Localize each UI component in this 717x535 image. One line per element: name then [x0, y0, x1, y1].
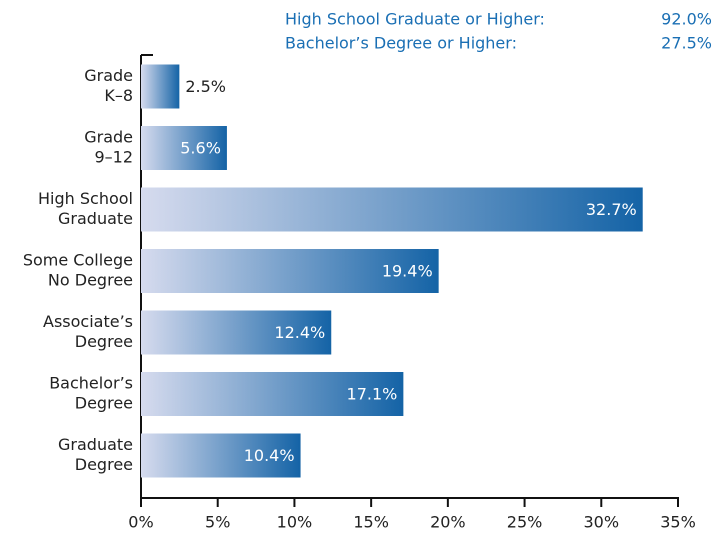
- y-tick-label: Bachelor’s: [49, 374, 133, 393]
- y-tick-label: K–8: [104, 86, 133, 105]
- bar: [141, 433, 301, 478]
- y-tick-label: No Degree: [48, 271, 133, 290]
- bar: [141, 372, 404, 416]
- value-label: 5.6%: [180, 139, 221, 158]
- x-tick-label: 20%: [430, 513, 466, 532]
- y-tick-label: Grade: [84, 128, 133, 147]
- y-tick-label: Degree: [75, 394, 133, 413]
- bar: [141, 64, 180, 109]
- value-label: 12.4%: [274, 323, 325, 342]
- y-tick-label: 9–12: [94, 148, 133, 167]
- x-tick-label: 0%: [128, 513, 153, 532]
- y-tick-label: Graduate: [58, 435, 133, 454]
- y-tick-label: High School: [38, 189, 133, 208]
- bar: [141, 187, 643, 232]
- value-label: 2.5%: [185, 77, 226, 96]
- bar: [141, 249, 439, 293]
- bar: [141, 310, 332, 355]
- x-tick-label: 5%: [205, 513, 230, 532]
- value-label: 32.7%: [586, 200, 637, 219]
- bar: [141, 126, 227, 170]
- annotation: Bachelor’s Degree or Higher:: [285, 34, 517, 53]
- y-tick-label: Graduate: [58, 209, 133, 228]
- annotation-value: 27.5%: [661, 34, 712, 53]
- value-label: 19.4%: [382, 262, 433, 281]
- x-tick-label: 30%: [584, 513, 620, 532]
- value-label: 17.1%: [347, 385, 398, 404]
- y-tick-label: Degree: [75, 332, 133, 351]
- x-tick-label: 15%: [353, 513, 389, 532]
- x-tick-label: 25%: [507, 513, 543, 532]
- x-tick-label: 35%: [660, 513, 696, 532]
- y-tick-label: Grade: [84, 66, 133, 85]
- annotation: High School Graduate or Higher:: [285, 10, 545, 29]
- y-tick-label: Some College: [23, 251, 133, 270]
- annotation-value: 92.0%: [661, 10, 712, 29]
- y-tick-label: Degree: [75, 455, 133, 474]
- value-label: 10.4%: [244, 446, 295, 465]
- x-tick-label: 10%: [277, 513, 313, 532]
- y-tick-label: Associate’s: [43, 312, 133, 331]
